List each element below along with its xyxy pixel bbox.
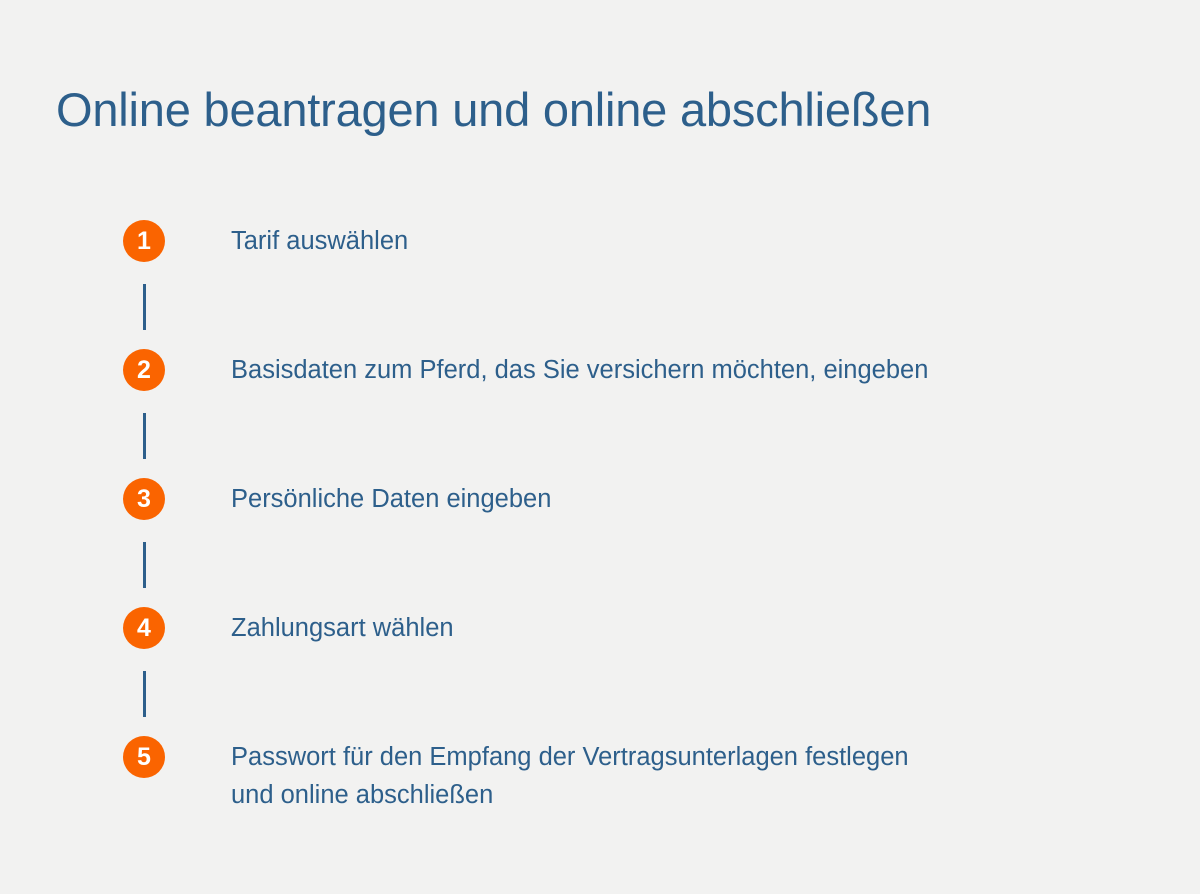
step-connector-line: [142, 671, 146, 717]
list-item: 4 Zahlungsart wählen: [0, 597, 1200, 726]
step-number-badge: 2: [123, 349, 165, 391]
step-number-badge: 5: [123, 736, 165, 778]
step-connector-line: [142, 284, 146, 330]
step-number-badge: 1: [123, 220, 165, 262]
step-label: Persönliche Daten eingeben: [231, 480, 1161, 518]
step-label-line: Zahlungsart wählen: [231, 614, 454, 642]
step-label-line: Basisdaten zum Pferd, das Sie versichern…: [231, 356, 929, 384]
step-marker: 5: [123, 736, 165, 778]
list-item: 2 Basisdaten zum Pferd, das Sie versiche…: [0, 339, 1200, 468]
page-title: Online beantragen und online abschließen: [56, 83, 932, 136]
step-label-line: Persönliche Daten eingeben: [231, 485, 552, 513]
step-label-line: Tarif auswählen: [231, 227, 409, 255]
step-label: Tarif auswählen: [231, 222, 1161, 260]
list-item: 1 Tarif auswählen: [0, 210, 1200, 339]
step-label: Passwort für den Empfang der Vertragsunt…: [231, 738, 1161, 814]
step-marker: 2: [123, 349, 165, 459]
step-label: Basisdaten zum Pferd, das Sie versichern…: [231, 351, 1161, 389]
step-connector-line: [142, 413, 146, 459]
step-label: Zahlungsart wählen: [231, 609, 1161, 647]
step-number-badge: 3: [123, 478, 165, 520]
step-marker: 3: [123, 478, 165, 588]
step-label-line: Passwort für den Empfang der Vertragsunt…: [231, 743, 909, 771]
step-number-badge: 4: [123, 607, 165, 649]
step-label-line: und online abschließen: [231, 781, 494, 809]
list-item: 3 Persönliche Daten eingeben: [0, 468, 1200, 597]
step-list: 1 Tarif auswählen 2 Basisdaten zum Pferd…: [0, 210, 1200, 809]
step-connector-line: [142, 542, 146, 588]
step-marker: 1: [123, 220, 165, 330]
step-marker: 4: [123, 607, 165, 717]
